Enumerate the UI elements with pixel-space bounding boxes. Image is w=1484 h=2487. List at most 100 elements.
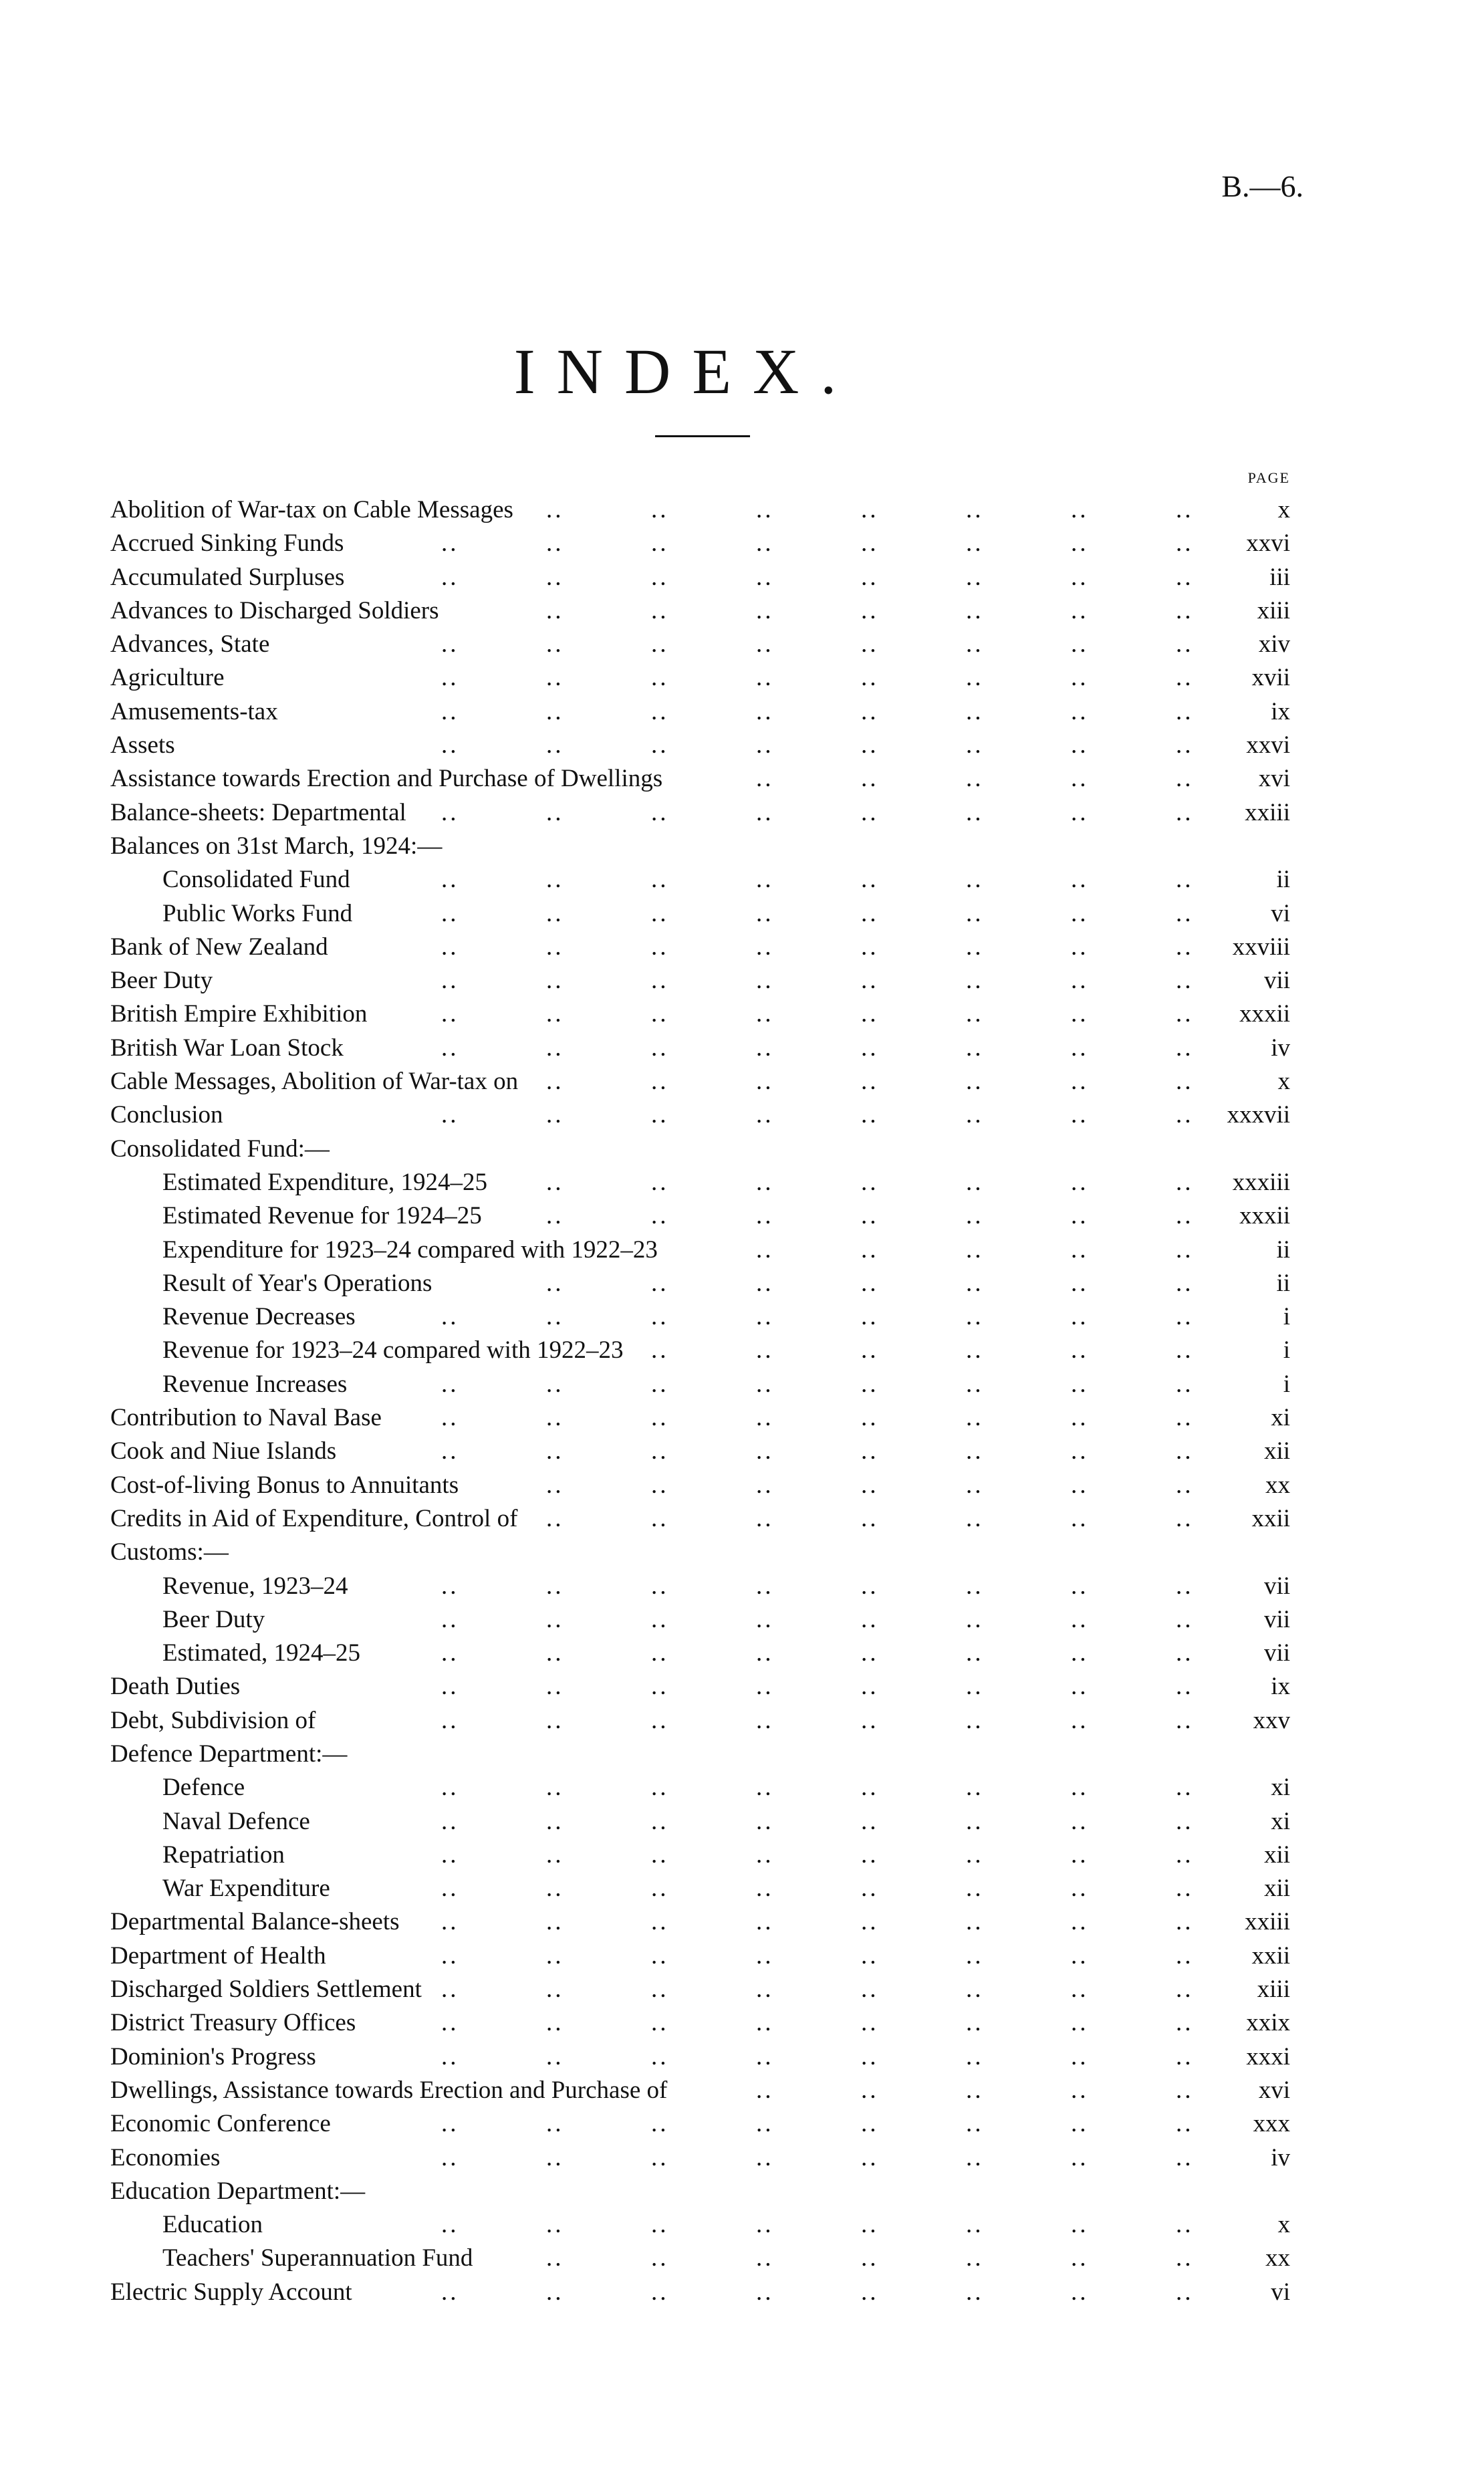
index-subentry: Beer Duty vii................: [0, 1603, 1484, 1637]
dot-leader: ..: [651, 1437, 669, 1465]
entry-label: Accumulated Surpluses: [110, 563, 345, 591]
dot-leader: ..: [651, 1000, 669, 1028]
dot-leader: ..: [861, 1471, 879, 1499]
entry-page-number: x: [1277, 2211, 1291, 2239]
entry-label: Dominion's Progress: [110, 2042, 316, 2070]
entry-label: British Empire Exhibition: [110, 1000, 368, 1028]
dot-leader: ..: [546, 1068, 564, 1096]
entry-page-number: xiii: [1257, 596, 1290, 624]
entry-page-number: ix: [1271, 1673, 1290, 1701]
entry-label: Credits in Aid of Expenditure, Control o…: [110, 1504, 518, 1532]
dot-leader: ..: [966, 731, 984, 759]
index-entry: Balances on 31st March, 1924:—: [0, 830, 1484, 863]
dot-leader: ..: [1176, 2143, 1194, 2171]
entry-label: Department of Health: [110, 1941, 326, 1970]
dot-leader: ..: [1071, 2244, 1089, 2272]
dot-leader: ..: [546, 1168, 564, 1196]
index-entry: District Treasury Offices xxix...........…: [0, 2006, 1484, 2040]
dot-leader: ..: [756, 866, 774, 894]
entry-page-number: xxvi: [1246, 529, 1290, 558]
dot-leader: ..: [546, 1202, 564, 1230]
dot-leader: ..: [651, 1941, 669, 1970]
index-entry: Department of Health xxii................: [0, 1939, 1484, 1973]
entry-label: Contribution to Naval Base: [110, 1404, 382, 1432]
entry-page-number: xi: [1271, 1807, 1290, 1835]
dot-leader: ..: [756, 2211, 774, 2239]
dot-leader: ..: [1176, 765, 1194, 793]
dot-leader: ..: [966, 1336, 984, 1365]
dot-leader: ..: [1176, 2110, 1194, 2138]
dot-leader: ..: [1176, 1605, 1194, 1633]
dot-leader: ..: [756, 563, 774, 591]
entry-page-number: iv: [1271, 2143, 1290, 2171]
dot-leader: ..: [966, 1471, 984, 1499]
entry-label: Revenue for 1923–24 compared with 1922–2…: [162, 1336, 624, 1365]
index-entry: Credits in Aid of Expenditure, Control o…: [0, 1502, 1484, 1536]
dot-leader: ..: [1176, 1471, 1194, 1499]
dot-leader: ..: [546, 2143, 564, 2171]
dot-leader: ..: [546, 1269, 564, 1297]
dot-leader: ..: [861, 2278, 879, 2306]
dot-leader: ..: [1071, 933, 1089, 961]
index-entry: Assistance towards Erection and Purchase…: [0, 762, 1484, 796]
dot-leader: ..: [966, 563, 984, 591]
dot-leader: ..: [966, 529, 984, 558]
dot-leader: ..: [966, 2110, 984, 2138]
dot-leader: ..: [651, 1336, 669, 1365]
entry-page-number: xxiii: [1245, 798, 1290, 826]
entry-label: Teachers' Superannuation Fund: [162, 2244, 473, 2272]
index-entry: Debt, Subdivision of xxv................: [0, 1704, 1484, 1738]
entry-page-number: xxxiii: [1232, 1168, 1290, 1196]
dot-leader: ..: [756, 1068, 774, 1096]
entry-label: Education: [162, 2211, 263, 2239]
index-subentry: Revenue Decreases i................: [0, 1300, 1484, 1334]
dot-leader: ..: [966, 2278, 984, 2306]
index-entry: Bank of New Zealand xxviii...............…: [0, 931, 1484, 964]
dot-leader: ..: [756, 933, 774, 961]
index-entry: Consolidated Fund:—: [0, 1133, 1484, 1166]
entry-label: Assistance towards Erection and Purchase…: [110, 765, 663, 793]
dot-leader: ..: [546, 596, 564, 624]
dot-leader: ..: [861, 1941, 879, 1970]
dot-leader: ..: [966, 1437, 984, 1465]
dot-leader: ..: [441, 1908, 459, 1936]
entry-label: Naval Defence: [162, 1807, 310, 1835]
dot-leader: ..: [1071, 1235, 1089, 1264]
dot-leader: ..: [756, 2278, 774, 2306]
dot-leader: ..: [861, 2009, 879, 2037]
dot-leader: ..: [1071, 866, 1089, 894]
dot-leader: ..: [1176, 1976, 1194, 2004]
entry-page-number: x: [1277, 1068, 1291, 1096]
dot-leader: ..: [1176, 1504, 1194, 1532]
dot-leader: ..: [756, 1269, 774, 1297]
entry-page-number: vi: [1271, 2278, 1290, 2306]
dot-leader: ..: [1176, 664, 1194, 692]
entry-label: Expenditure for 1923–24 compared with 19…: [162, 1235, 658, 1264]
dot-leader: ..: [756, 798, 774, 826]
dot-leader: ..: [1071, 1976, 1089, 2004]
dot-leader: ..: [1071, 1673, 1089, 1701]
index-entry: Education Department:—: [0, 2175, 1484, 2208]
entry-label: Estimated, 1924–25: [162, 1639, 360, 1667]
entry-label: Conclusion: [110, 1101, 223, 1129]
dot-leader: ..: [756, 1639, 774, 1667]
dot-leader: ..: [651, 1706, 669, 1734]
dot-leader: ..: [441, 630, 459, 659]
dot-leader: ..: [1176, 866, 1194, 894]
dot-leader: ..: [651, 1202, 669, 1230]
dot-leader: ..: [1071, 697, 1089, 725]
index-entry: Customs:—: [0, 1536, 1484, 1569]
dot-leader: ..: [1176, 630, 1194, 659]
entry-page-number: xxxvii: [1227, 1101, 1290, 1129]
dot-leader: ..: [441, 1605, 459, 1633]
dot-leader: ..: [546, 1572, 564, 1600]
dot-leader: ..: [756, 1807, 774, 1835]
dot-leader: ..: [1071, 1572, 1089, 1600]
dot-leader: ..: [966, 1404, 984, 1432]
index-entry: Death Duties ix................: [0, 1670, 1484, 1703]
entry-page-number: xxxii: [1239, 1202, 1290, 1230]
dot-leader: ..: [861, 765, 879, 793]
dot-leader: ..: [546, 2211, 564, 2239]
dot-leader: ..: [1071, 1706, 1089, 1734]
entry-page-number: iii: [1269, 563, 1290, 591]
